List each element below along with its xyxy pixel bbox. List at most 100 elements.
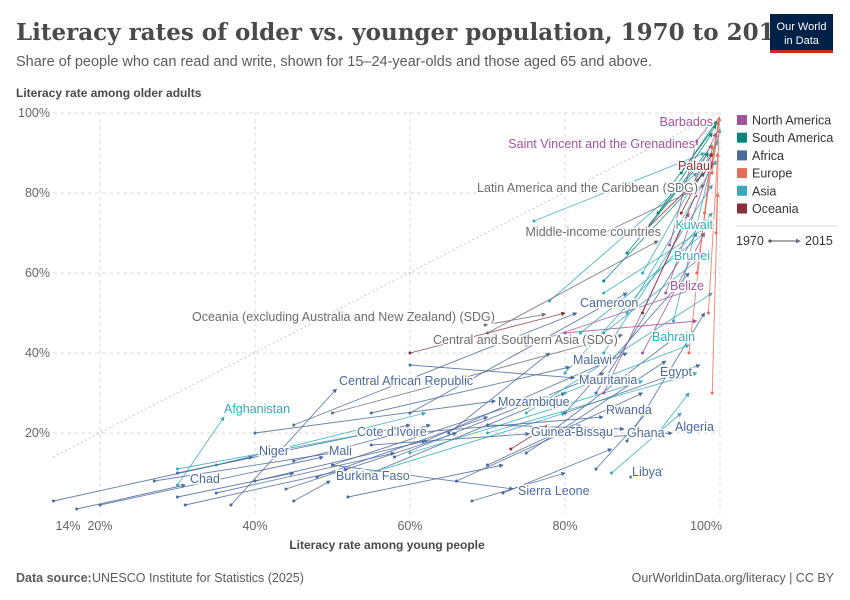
country-arrow[interactable] <box>594 232 698 395</box>
country-arrow[interactable] <box>284 432 458 491</box>
arrow-latin-america-and-the-caribbean-sdg-[interactable] <box>602 184 706 235</box>
series-label[interactable]: Chad <box>189 471 222 488</box>
logo-line2: in Data <box>784 35 820 47</box>
legend-entry[interactable]: South America <box>752 131 833 145</box>
country-arrow[interactable] <box>532 152 706 223</box>
series-label[interactable]: Bahrain <box>651 329 697 346</box>
series-label[interactable]: Burkina Faso <box>335 468 412 485</box>
country-arrow[interactable] <box>509 424 551 451</box>
arrow-middle-income-countries[interactable] <box>486 240 659 335</box>
source-link[interactable]: OurWorldinData.org/literacy | CC BY <box>632 571 835 585</box>
series-label[interactable]: Palau <box>677 158 712 175</box>
time-to: 2015 <box>805 234 833 248</box>
country-arrow[interactable] <box>470 471 566 503</box>
country-arrow[interactable] <box>710 116 721 175</box>
series-label[interactable]: Niger <box>258 443 291 460</box>
country-arrow[interactable] <box>176 471 295 499</box>
country-arrow[interactable] <box>664 160 714 295</box>
series-label[interactable]: Belize <box>668 278 705 295</box>
arrow-line <box>502 448 613 494</box>
arrow-cameroon[interactable] <box>292 312 578 427</box>
series-label[interactable]: Afghanistan <box>223 401 292 418</box>
arrow-cote-d-ivoire[interactable] <box>292 423 431 463</box>
country-arrow[interactable] <box>687 144 715 355</box>
arrow-bahrain[interactable] <box>563 344 690 395</box>
arrow-central-and-southern-asia-sdg-[interactable] <box>331 333 624 415</box>
country-arrow[interactable] <box>393 372 605 459</box>
series-label[interactable]: Central African Republic <box>338 373 475 390</box>
series-label[interactable]: Mauritania <box>578 372 639 389</box>
series-label[interactable]: Cameroon <box>579 295 640 312</box>
series-label[interactable]: Guinea-Bissau <box>530 424 615 441</box>
country-arrow[interactable] <box>710 192 720 395</box>
country-arrow[interactable] <box>706 152 720 315</box>
country-arrow[interactable] <box>679 152 713 215</box>
country-arrow[interactable] <box>602 212 690 395</box>
series-label[interactable]: Ghana <box>626 425 667 442</box>
arrow-burkina-faso[interactable] <box>292 480 331 503</box>
arrow-egypt[interactable] <box>563 364 701 415</box>
country-arrow[interactable] <box>641 140 719 275</box>
country-arrow[interactable] <box>253 439 427 483</box>
series-label[interactable]: Rwanda <box>605 402 654 419</box>
arrow-algeria[interactable] <box>602 430 673 439</box>
country-arrow[interactable] <box>679 120 718 175</box>
series-label[interactable]: Brunei <box>672 248 711 265</box>
country-arrow[interactable] <box>610 412 682 475</box>
arrow-mozambique[interactable] <box>253 399 496 435</box>
arrow-line <box>603 172 706 282</box>
arrow-palau[interactable] <box>641 164 713 235</box>
legend-entry[interactable]: Africa <box>752 149 784 163</box>
country-arrow[interactable] <box>594 408 651 471</box>
country-arrow[interactable] <box>548 332 682 435</box>
country-arrow[interactable] <box>346 463 504 499</box>
series-label[interactable]: Libya <box>631 464 664 481</box>
series-label[interactable]: Middle-income countries <box>524 224 662 241</box>
legend-entry[interactable]: Europe <box>752 167 792 181</box>
arrow-chad[interactable] <box>75 483 186 511</box>
time-from: 1970 <box>736 234 764 248</box>
country-arrow[interactable] <box>447 352 551 435</box>
series-label[interactable]: Barbados <box>658 114 715 131</box>
series-label[interactable]: Malawi <box>572 352 614 369</box>
arrow-guinea-bissau[interactable] <box>369 431 531 447</box>
country-arrow[interactable] <box>602 172 706 283</box>
arrow-kuwait[interactable] <box>602 224 711 295</box>
country-arrow[interactable] <box>486 392 644 467</box>
series-label[interactable]: Central and Southern Asia (SDG) <box>432 332 620 349</box>
country-arrow[interactable] <box>183 467 349 507</box>
country-arrow[interactable] <box>641 192 698 315</box>
owid-logo[interactable]: Our World in Data <box>770 14 833 53</box>
series-label[interactable]: Kuwait <box>674 217 715 234</box>
arrow-afghanistan[interactable] <box>176 416 225 487</box>
arrow-mauritania[interactable] <box>408 363 576 380</box>
arrow-libya[interactable] <box>629 467 664 479</box>
series-label[interactable]: Mozambique <box>497 394 572 411</box>
country-arrow[interactable] <box>641 232 705 355</box>
series-label[interactable]: Sierra Leone <box>517 483 592 500</box>
arrow-line <box>680 120 718 174</box>
series-label[interactable]: Cote d'Ivoire <box>356 424 429 441</box>
arrow-oceania-excluding-australia-and-new-zealand-sdg-[interactable] <box>483 312 547 327</box>
arrow-rwanda[interactable] <box>408 415 604 435</box>
arrow-belize[interactable] <box>524 286 701 347</box>
series-label[interactable]: Algeria <box>674 419 716 436</box>
arrow-central-african-republic[interactable] <box>229 388 337 507</box>
legend-entry[interactable]: Asia <box>752 184 776 198</box>
country-arrow[interactable] <box>524 360 667 455</box>
arrow-line <box>642 144 713 234</box>
arrow-sierra-leone[interactable] <box>331 463 514 491</box>
country-arrow[interactable] <box>579 232 706 335</box>
series-label[interactable]: Egypt <box>659 364 694 381</box>
series-label[interactable]: Latin America and the Caribbean (SDG) <box>476 180 700 197</box>
arrow-ghana[interactable] <box>486 423 625 432</box>
series-label[interactable]: Oceania (excluding Australia and New Zea… <box>191 309 497 326</box>
arrow-niger[interactable] <box>52 455 254 503</box>
legend-entry[interactable]: Oceania <box>752 202 799 216</box>
series-label[interactable]: Mali <box>328 443 354 460</box>
series-label[interactable]: Saint Vincent and the Grenadines <box>507 136 697 153</box>
country-arrow[interactable] <box>524 292 713 415</box>
arrow-brunei[interactable] <box>602 254 706 335</box>
country-arrow[interactable] <box>214 451 396 495</box>
legend-entry[interactable]: North America <box>752 114 831 128</box>
